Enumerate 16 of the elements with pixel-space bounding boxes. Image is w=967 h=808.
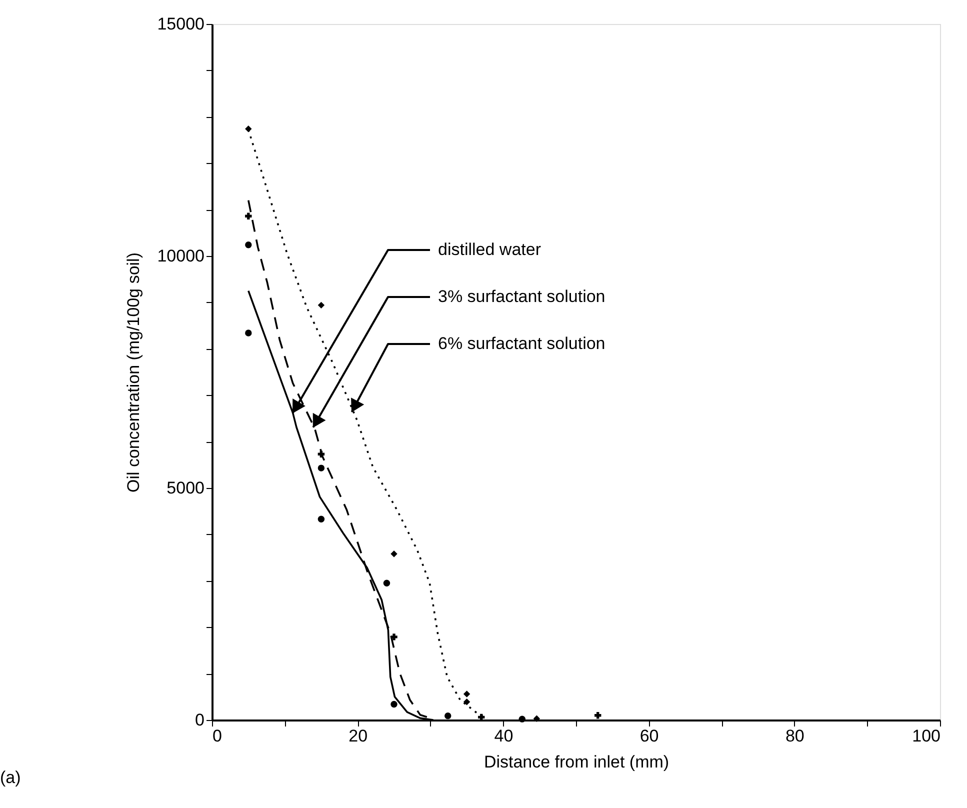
x-tick-label: 0: [212, 726, 222, 746]
annotation: 3% surfactant solution: [438, 287, 606, 306]
x-tick-label: 100: [912, 726, 940, 746]
x-tick-label: 80: [785, 726, 804, 746]
x-tick-label: 40: [494, 726, 514, 746]
y-tick-label: 0: [195, 710, 204, 730]
annotation: 6% surfactant solution: [438, 334, 606, 353]
y-tick-label: 5000: [166, 478, 204, 498]
text: (a): [0, 768, 21, 787]
x-tick-label: 20: [348, 726, 368, 746]
annotation: distilled water: [438, 240, 542, 259]
x-tick-label: 60: [640, 726, 659, 746]
y-tick-label: 10000: [157, 246, 204, 266]
y-axis-title: Oil concentration (mg/100g soil): [124, 252, 144, 493]
y-tick-label: 15000: [157, 14, 204, 34]
x-axis-title: Distance from inlet (mm): [484, 752, 670, 772]
